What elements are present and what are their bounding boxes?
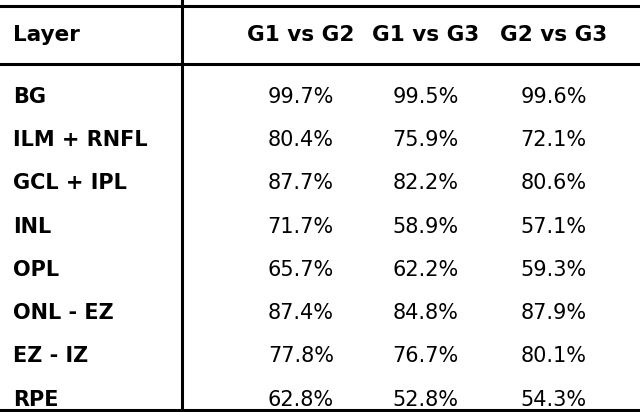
Text: 80.1%: 80.1%	[520, 346, 587, 366]
Text: ILM + RNFL: ILM + RNFL	[13, 130, 147, 150]
Text: 58.9%: 58.9%	[392, 217, 459, 236]
Text: 99.6%: 99.6%	[520, 87, 587, 107]
Text: INL: INL	[13, 217, 51, 236]
Text: 77.8%: 77.8%	[268, 346, 334, 366]
Text: 82.2%: 82.2%	[392, 173, 459, 193]
Text: 99.5%: 99.5%	[392, 87, 459, 107]
Text: 87.7%: 87.7%	[268, 173, 334, 193]
Text: 99.7%: 99.7%	[268, 87, 334, 107]
Text: 57.1%: 57.1%	[520, 217, 587, 236]
Text: OPL: OPL	[13, 260, 59, 280]
Text: 87.4%: 87.4%	[268, 303, 334, 323]
Text: G2 vs G3: G2 vs G3	[500, 25, 607, 45]
Text: 80.4%: 80.4%	[268, 130, 334, 150]
Text: GCL + IPL: GCL + IPL	[13, 173, 127, 193]
Text: 80.6%: 80.6%	[520, 173, 587, 193]
Text: 52.8%: 52.8%	[392, 390, 459, 410]
Text: ONL - EZ: ONL - EZ	[13, 303, 113, 323]
Text: EZ - IZ: EZ - IZ	[13, 346, 88, 366]
Text: 62.8%: 62.8%	[268, 390, 334, 410]
Text: 75.9%: 75.9%	[392, 130, 459, 150]
Text: 76.7%: 76.7%	[392, 346, 459, 366]
Text: G1 vs G3: G1 vs G3	[372, 25, 479, 45]
Text: RPE: RPE	[13, 390, 58, 410]
Text: 59.3%: 59.3%	[520, 260, 587, 280]
Text: G1 vs G2: G1 vs G2	[247, 25, 355, 45]
Text: 87.9%: 87.9%	[520, 303, 587, 323]
Text: 84.8%: 84.8%	[393, 303, 458, 323]
Text: Layer: Layer	[13, 25, 79, 45]
Text: 54.3%: 54.3%	[520, 390, 587, 410]
Text: BG: BG	[13, 87, 46, 107]
Text: 62.2%: 62.2%	[392, 260, 459, 280]
Text: 65.7%: 65.7%	[268, 260, 334, 280]
Text: 72.1%: 72.1%	[520, 130, 587, 150]
Text: 71.7%: 71.7%	[268, 217, 334, 236]
